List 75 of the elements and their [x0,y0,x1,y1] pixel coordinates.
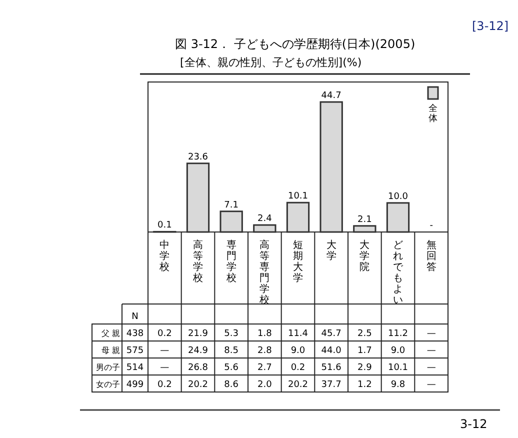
bar [286,202,310,233]
text: 44.0 [321,346,342,356]
text: 37.7 [321,380,342,390]
data-label: 7.1 [224,200,238,210]
text: — [160,363,170,373]
text: 9.8 [390,380,406,390]
text: — [426,363,436,373]
text: 1.7 [358,346,372,356]
bar [353,225,376,233]
bar [220,210,243,233]
x-tick-label: 短期大学 [293,240,303,284]
text: 女の子 [96,380,120,389]
bar [386,202,410,233]
text: 26.8 [188,363,208,373]
x-tick-label: 高等学校 [192,239,203,284]
data-label: 2.1 [358,214,372,225]
text: 2.5 [358,329,372,339]
text: 51.6 [321,363,342,373]
text: 575 [126,346,144,356]
text: 母 親 [101,346,120,355]
text: 1.8 [258,329,272,339]
text: 20.2 [188,380,208,390]
data-label: 10.0 [388,192,408,202]
x-tick-label: 大学 [326,239,336,262]
text: 2.9 [358,363,372,373]
x-tick-label: どれでもよい [393,240,404,306]
text: 男の子 [96,363,120,372]
data-label: 10.1 [288,192,308,202]
text: 8.5 [224,346,238,356]
text: 1.2 [358,380,372,390]
text: — [160,346,170,356]
data-label: 0.1 [158,220,172,231]
text: 0.2 [158,329,172,339]
text: 8.6 [224,380,239,390]
text: 21.9 [188,329,208,339]
text: 0.2 [158,380,172,390]
chart-subtitle: [全体、親の性別、子どもの性別](%) [180,56,362,69]
text: 45.7 [321,329,342,339]
text: — [426,346,436,356]
text: 10.1 [388,363,408,373]
text: 父 親 [101,329,120,338]
bar [320,101,343,233]
text: 499 [126,380,144,390]
chart-title: 図 3-12． 子どもへの学歴期待(日本)(2005) [175,37,416,51]
text: 9.0 [290,346,306,356]
bar [253,224,276,233]
data-label: 2.4 [258,214,272,224]
text: - [430,221,433,231]
legend-label: 全体 [428,103,438,124]
text: 9.0 [390,346,406,356]
text: 24.9 [188,346,208,356]
text: — [426,329,436,339]
text: 5.3 [224,329,238,339]
text: 5.6 [224,363,239,373]
text: 2.0 [258,380,272,390]
x-tick-label: 高等専門学校 [258,239,270,306]
x-tick-label: 大学院 [360,239,370,273]
text: [3-12] [472,19,509,33]
data-label: 23.6 [188,152,208,162]
text: 11.2 [388,329,408,339]
text: 514 [126,363,144,373]
text: 11.4 [288,329,308,339]
text: 2.7 [258,363,272,373]
x-tick-label: 中学校 [158,239,170,273]
text: 438 [126,329,144,339]
text: N [132,312,138,322]
data-label: 44.7 [321,91,342,101]
bar [186,162,210,233]
text: 20.2 [288,380,308,390]
text: 3-12 [460,417,488,431]
text: — [426,380,436,390]
text: 0.2 [290,363,306,373]
x-tick-label: 専門学校 [225,239,236,284]
text: 2.8 [258,346,272,356]
x-tick-label: 無回答 [426,239,436,273]
